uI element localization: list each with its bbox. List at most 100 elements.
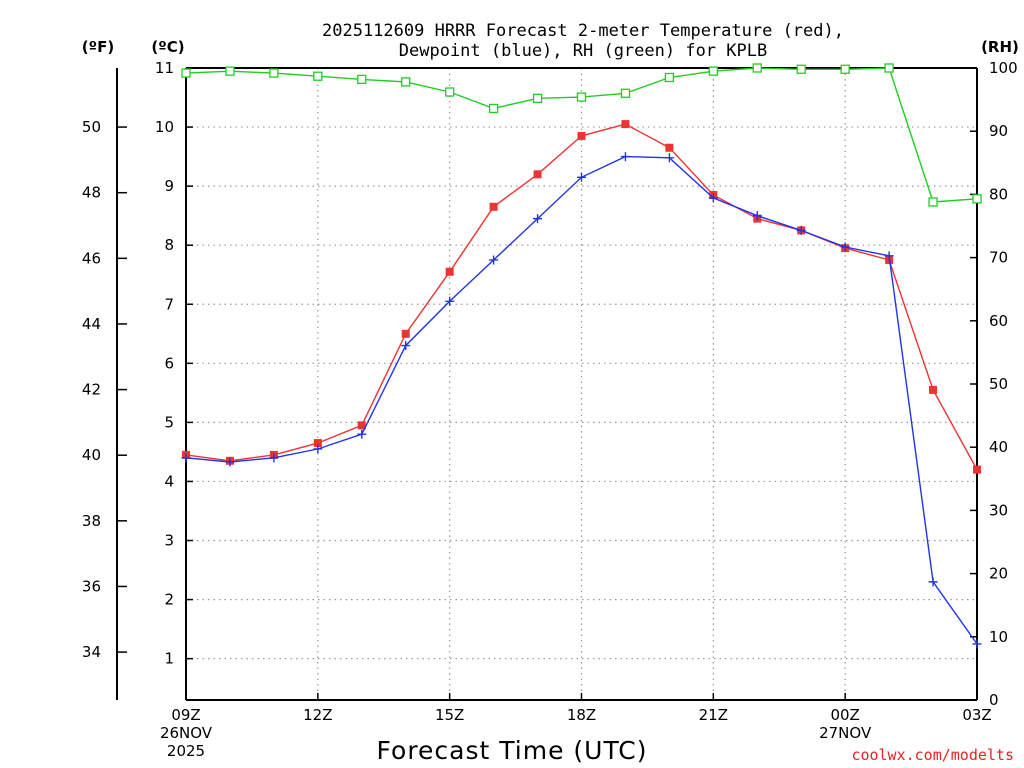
temperature-point <box>313 439 322 448</box>
rh-tick-label: 20 <box>989 565 1008 583</box>
x-axis-title: Forecast Time (UTC) <box>377 736 648 765</box>
rh-tick-label: 30 <box>989 501 1008 519</box>
rh-tick-label: 60 <box>989 312 1008 330</box>
temperature-point <box>665 143 674 152</box>
rh-point <box>313 71 323 81</box>
rh-point <box>576 92 587 102</box>
rh-point <box>401 77 411 87</box>
x-year-label: 2025 <box>167 742 205 760</box>
fahrenheit-unit-label: (ºF) <box>82 38 114 56</box>
rh-tick-label: 40 <box>989 438 1008 456</box>
temperature-point <box>973 465 981 474</box>
credit-text[interactable]: coolwx.com/modelts <box>851 746 1014 764</box>
rh-point <box>884 63 894 73</box>
rh-point <box>708 66 718 76</box>
celsius-tick-label: 2 <box>164 591 174 609</box>
celsius-tick-label: 7 <box>164 295 174 313</box>
rh-point <box>445 87 455 97</box>
x-tick-label: 18Z <box>567 706 596 724</box>
temperature-point <box>929 385 938 394</box>
rh-point <box>972 194 982 204</box>
x-tick-label: 21Z <box>699 706 728 724</box>
dewpoint-point <box>752 211 762 221</box>
dewpoint-point <box>401 341 411 351</box>
rh-point <box>620 88 631 98</box>
fahrenheit-tick-label: 44 <box>82 315 101 333</box>
dewpoint-point <box>225 457 235 467</box>
dewpoint-point <box>269 453 279 463</box>
rh-point <box>928 197 938 207</box>
x-tick-label: 00Z <box>830 706 859 724</box>
dewpoint-point <box>620 152 630 162</box>
x-date-label: 27NOV <box>819 724 872 742</box>
fahrenheit-tick-label: 34 <box>82 643 101 661</box>
rh-point <box>181 68 191 78</box>
temperature-point <box>489 202 498 211</box>
fahrenheit-tick-label: 48 <box>82 184 101 202</box>
celsius-tick-label: 4 <box>164 472 174 490</box>
dewpoint-point <box>664 153 674 163</box>
rh-point <box>269 68 279 78</box>
data-series <box>181 63 982 649</box>
dewpoint-point <box>708 193 718 203</box>
x-tick-label: 15Z <box>435 706 464 724</box>
rh-point <box>357 74 367 85</box>
fahrenheit-tick-label: 38 <box>82 512 101 530</box>
grid-lines <box>186 67 977 700</box>
axis-ticks: 1234567891011343638404244464850010203040… <box>82 59 1018 760</box>
rh-unit-label: (RH) <box>981 38 1019 56</box>
temperature-point <box>445 267 454 276</box>
rh-tick-label: 70 <box>989 249 1008 267</box>
fahrenheit-tick-label: 36 <box>82 577 101 595</box>
rh-tick-label: 50 <box>989 375 1008 393</box>
axes <box>116 67 978 701</box>
dewpoint-point <box>884 251 894 261</box>
celsius-tick-label: 8 <box>164 236 174 254</box>
chart-title-line2: Dewpoint (blue), RH (green) for KPLB <box>399 41 767 61</box>
fahrenheit-tick-label: 40 <box>82 446 101 464</box>
celsius-tick-label: 5 <box>164 413 174 431</box>
dewpoint-point <box>577 172 586 182</box>
temperature-point <box>533 170 542 179</box>
rh-tick-label: 90 <box>989 122 1008 140</box>
rh-point <box>664 72 675 83</box>
celsius-tick-label: 1 <box>164 650 174 668</box>
temperature-point <box>357 421 366 430</box>
rh-point <box>488 103 499 114</box>
rh-tick-label: 100 <box>989 59 1018 77</box>
celsius-tick-label: 11 <box>155 59 174 77</box>
celsius-tick-label: 9 <box>164 177 174 195</box>
temperature-point <box>401 329 410 338</box>
dewpoint-point <box>840 242 850 252</box>
x-tick-label: 09Z <box>171 706 200 724</box>
temperature-point <box>577 131 586 140</box>
x-date-label: 26NOV <box>160 724 213 742</box>
dewpoint-point <box>796 225 806 235</box>
dewpoint-point <box>972 639 982 649</box>
fahrenheit-tick-label: 46 <box>82 249 101 267</box>
dewpoint-point <box>313 444 323 454</box>
fahrenheit-tick-label: 50 <box>82 118 101 136</box>
rh-tick-label: 80 <box>989 185 1008 203</box>
chart-title-line1: 2025112609 HRRR Forecast 2-meter Tempera… <box>322 21 844 41</box>
dewpoint-point <box>357 429 367 439</box>
rh-point <box>840 64 850 74</box>
rh-tick-label: 10 <box>989 628 1008 646</box>
celsius-tick-label: 3 <box>164 532 174 550</box>
rh-point <box>796 64 806 74</box>
dewpoint-line <box>185 155 978 645</box>
celsius-unit-label: (ºC) <box>151 38 184 56</box>
rh-point <box>752 63 762 73</box>
rh-point <box>532 93 543 103</box>
x-tick-label: 03Z <box>962 706 991 724</box>
dewpoint-point <box>181 453 191 463</box>
celsius-tick-label: 6 <box>164 354 174 372</box>
dewpoint-point <box>533 214 543 224</box>
rh-tick-label: 0 <box>989 691 999 709</box>
temperature-point <box>621 120 630 129</box>
rh-point <box>225 66 235 76</box>
x-tick-label: 12Z <box>303 706 332 724</box>
dewpoint-point <box>445 296 455 306</box>
celsius-tick-label: 10 <box>155 118 174 136</box>
